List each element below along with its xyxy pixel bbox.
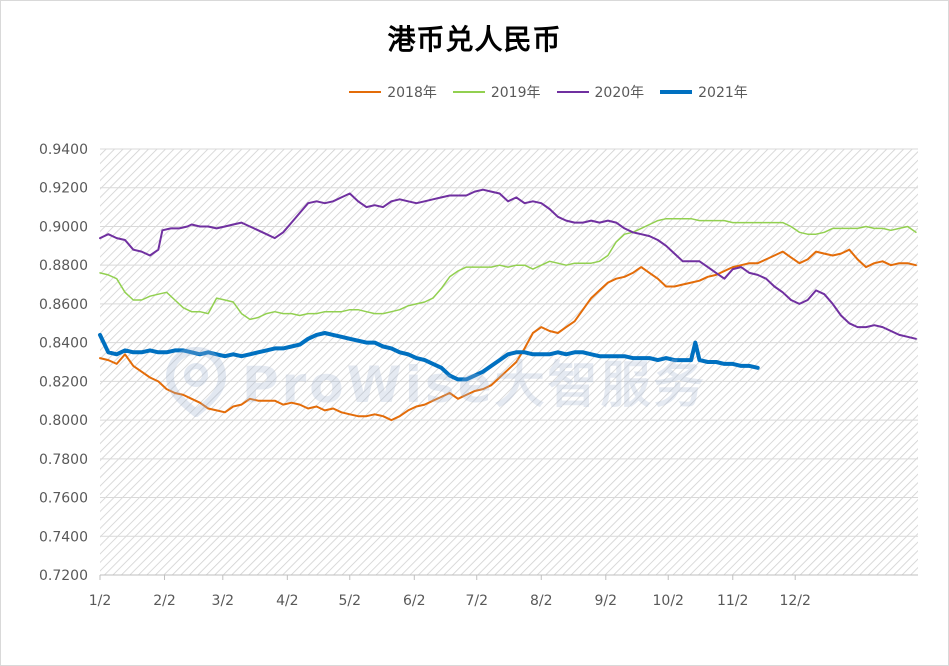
axes: 0.9400 0.9200 0.9000 0.8800 0.8600 0.8400 0.82… [39,142,918,609]
legend-swatch-2018 [349,91,382,93]
legend-item-2019: 2019年 [452,82,541,102]
legend-swatch-2020 [556,91,589,93]
y-tick-label: 0.7200 [39,568,88,584]
y-tick-label: 0.8800 [39,258,88,274]
series-line-2 [99,188,917,340]
chart-legend: 2018年 2019年 2020年 2021年 [0,82,949,102]
legend-item-2021: 2021年 [660,82,748,102]
y-tick-label: 0.7400 [39,529,88,545]
series-line-0 [99,248,917,422]
x-tick-label: 6/2 [403,593,426,609]
x-tick-label: 8/2 [530,593,553,609]
legend-label-2019: 2019年 [490,85,541,101]
x-tick-label: 2/2 [153,593,176,609]
y-tick-label: 0.8600 [39,297,88,313]
watermark-logo-icon [165,346,227,417]
y-tick-label: 0.8000 [39,413,88,429]
x-tick-label: 1/2 [89,593,112,609]
y-tick-label: 0.9200 [39,181,88,197]
series-line-3 [98,331,760,382]
legend-swatch-2019 [452,91,485,93]
legend-label-2018: 2018年 [387,85,437,101]
legend-item-2020: 2020年 [556,82,645,102]
legend-label-2020: 2020年 [594,85,645,101]
chart-title: 港币兑人民币 [387,23,562,56]
x-tick-label: 5/2 [339,593,362,609]
y-tick-label: 0.8400 [39,336,88,352]
y-tick-label: 0.7800 [39,452,88,468]
y-tick-label: 0.9000 [39,219,88,235]
legend-item-2018: 2018年 [349,82,437,102]
x-tick-label: 3/2 [212,593,235,609]
y-tick-label: 0.7600 [39,491,88,507]
legend-swatch-2021 [660,90,693,94]
watermark-text: ProWise大智服务 [242,356,707,414]
x-tick-label: 7/2 [465,593,488,609]
series-line-1 [99,217,917,321]
y-tick-label: 0.9400 [39,142,88,158]
x-tick-label: 12/2 [779,593,810,609]
y-tick-label: 0.8200 [39,374,88,390]
series-group [98,188,917,422]
plot-area [100,149,918,575]
x-tick-label: 10/2 [653,593,684,609]
x-tick-label: 11/2 [717,593,748,609]
x-tick-label: 9/2 [595,593,618,609]
x-tick-label: 4/2 [276,593,299,609]
legend-label-2021: 2021年 [698,85,748,101]
